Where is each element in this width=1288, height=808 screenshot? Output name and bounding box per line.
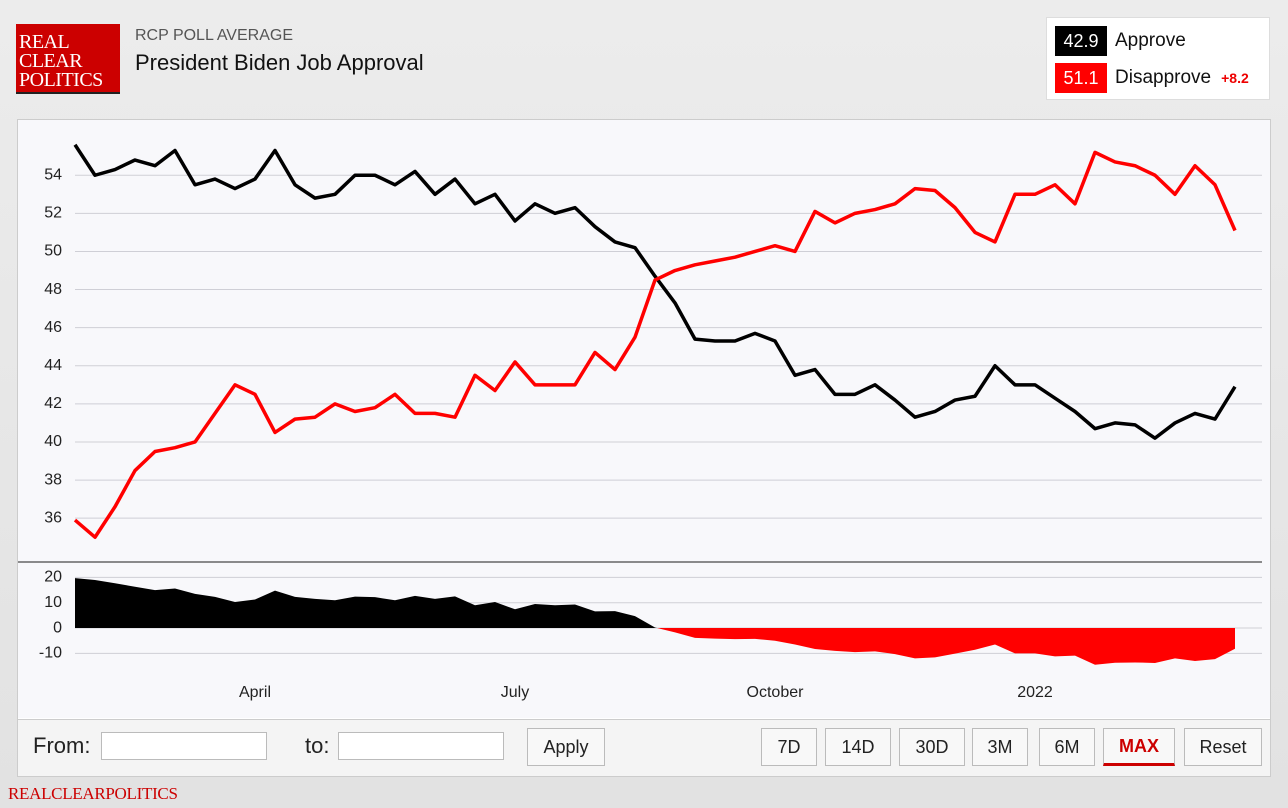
range-button[interactable]: 30D (899, 728, 965, 766)
legend-label: Disapprove (1115, 67, 1212, 88)
logo-line: POLITICS (19, 69, 103, 91)
kicker: RCP POLL AVERAGE (135, 27, 293, 44)
x-tick-label: April (239, 684, 271, 701)
y-tick-label: -10 (39, 645, 62, 662)
y-tick-label: 0 (53, 619, 62, 636)
y-tick-label: 52 (44, 205, 62, 222)
y-tick-label: 38 (44, 471, 62, 488)
y-tick-label: 48 (44, 281, 62, 298)
legend-label: Approve (1115, 30, 1186, 51)
legend-value: 51.1 (1055, 63, 1107, 93)
range-button[interactable]: 3M (972, 728, 1028, 766)
to-input[interactable] (338, 732, 504, 760)
y-tick-label: 20 (44, 569, 62, 586)
legend-row: 51.1 Disapprove +8.2 (1055, 63, 1249, 93)
y-tick-label: 36 (44, 509, 62, 526)
spread-area (75, 578, 1235, 665)
y-tick-label: 46 (44, 319, 62, 336)
legend: 42.9 Approve 51.1 Disapprove +8.2 (1046, 17, 1270, 100)
range-button[interactable]: MAX (1103, 728, 1175, 766)
from-label: From: (33, 733, 91, 758)
y-tick-label: 54 (44, 166, 62, 183)
y-tick-label: 10 (44, 594, 62, 611)
to-label: to: (305, 733, 330, 758)
y-tick-label: 42 (44, 395, 62, 412)
y-tick-label: 40 (44, 433, 62, 450)
series-line (73, 143, 1237, 440)
series-line (73, 150, 1237, 539)
range-button[interactable]: 6M (1039, 728, 1095, 766)
apply-button[interactable]: Apply (527, 728, 605, 766)
logo[interactable]: REAL CLEAR POLITICS (16, 24, 120, 94)
title: President Biden Job Approval (135, 50, 424, 75)
controls: From: to: Apply 7D 14D 30D 3M 6M MAX Reset (17, 720, 1271, 777)
spread-label: +8.2 (1221, 70, 1249, 86)
y-tick-label: 44 (44, 357, 62, 374)
range-button[interactable]: 7D (761, 728, 817, 766)
logo-line: REAL (19, 31, 70, 53)
x-tick-label: 2022 (1017, 684, 1053, 701)
logo-line: CLEAR (19, 50, 83, 72)
range-button[interactable]: 14D (825, 728, 891, 766)
legend-value: 42.9 (1055, 26, 1107, 56)
legend-row: 42.9 Approve (1055, 26, 1186, 56)
chart: 36 38 40 42 44 46 48 50 52 54 -10 0 10 20 April July Oct… (18, 143, 1262, 702)
range-button[interactable]: Reset (1184, 728, 1262, 766)
footer-brand: REALCLEARPOLITICS (8, 784, 178, 803)
x-tick-label: July (501, 684, 529, 701)
y-tick-label: 50 (44, 243, 62, 260)
x-tick-label: October (747, 684, 805, 701)
from-input[interactable] (101, 732, 267, 760)
